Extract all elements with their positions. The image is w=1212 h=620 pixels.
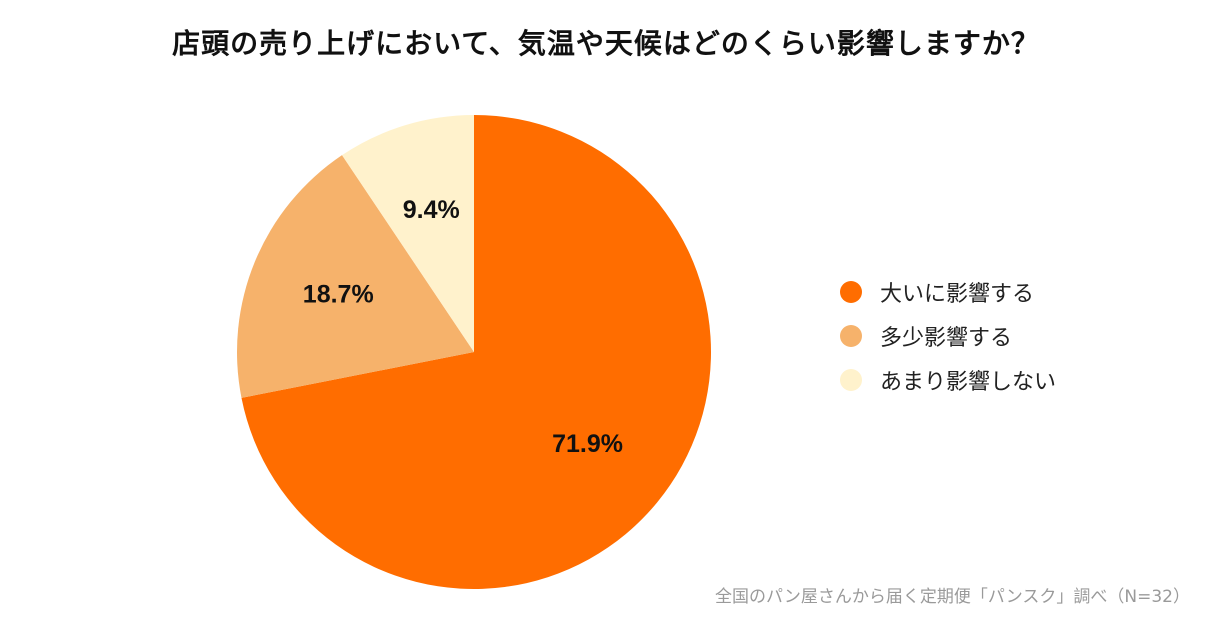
slice-value-label-1: 71.9% bbox=[552, 430, 623, 458]
legend-swatch-icon bbox=[840, 325, 862, 347]
legend-swatch-icon bbox=[840, 281, 862, 303]
source-note: 全国のパン屋さんから届く定期便「パンスク」調べ（N=32） bbox=[715, 587, 1190, 607]
pie-slice-1 bbox=[241, 115, 711, 589]
legend-item-1: 大いに影響する bbox=[840, 278, 1056, 307]
slice-value-label-2: 18.7% bbox=[303, 280, 374, 308]
legend-item-2: 多少影響する bbox=[840, 322, 1056, 351]
pie-slice-3 bbox=[342, 115, 474, 352]
legend-label: 大いに影響する bbox=[880, 282, 1035, 307]
legend-label: 多少影響する bbox=[880, 326, 1013, 351]
chart-title: 店頭の売り上げにおいて、気温や天候はどのくらい影響しますか？ bbox=[172, 27, 1040, 60]
pie-value-labels: 71.9% 18.7% 9.4% bbox=[303, 196, 623, 458]
chart-legend: 大いに影響する 多少影響するあまり影響しない bbox=[840, 278, 1056, 410]
legend-item-3: あまり影響しない bbox=[840, 366, 1057, 395]
slice-value-label-3: 9.4% bbox=[403, 196, 460, 224]
pie-slices bbox=[237, 115, 711, 589]
pie-slice-2 bbox=[237, 155, 474, 398]
legend-label: あまり影響しない bbox=[880, 370, 1057, 395]
legend-swatch-icon bbox=[840, 369, 862, 391]
